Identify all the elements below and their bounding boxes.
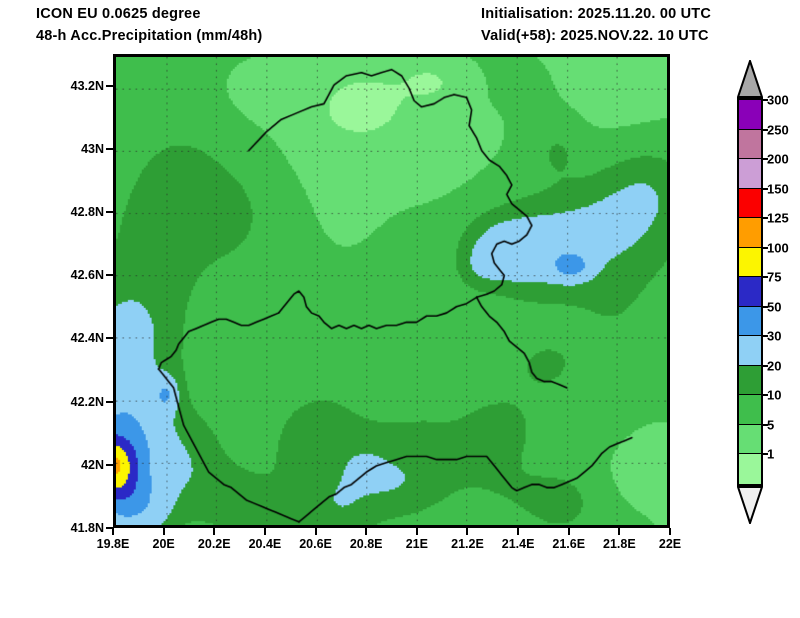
longitude-tick-mark	[314, 528, 317, 535]
colorbar-tick-label: 200	[767, 151, 789, 167]
colorbar-band	[739, 277, 761, 307]
longitude-tick-mark	[162, 528, 165, 535]
longitude-tick-mark	[112, 528, 114, 535]
colorbar-tick-mark	[763, 364, 768, 367]
header-initialisation-line: Initialisation: 2025.11.20. 00 UTC	[481, 6, 712, 22]
header-model-line: ICON EU 0.0625 degree	[36, 6, 201, 22]
longitude-tick-label: 22E	[658, 537, 682, 551]
longitude-tick-mark	[567, 528, 570, 535]
longitude-tick-label: 20.2E	[197, 537, 231, 551]
latitude-tick-mark	[106, 211, 113, 213]
colorbar-tick-mark	[763, 187, 768, 190]
longitude-tick-label: 20.8E	[349, 537, 383, 551]
colorbar-tick-mark	[763, 99, 768, 101]
colorbar-tick-label: 100	[767, 240, 789, 256]
colorbar-band	[739, 424, 761, 455]
latitude-tick-label: 42N	[81, 457, 104, 472]
colorbar-tick-mark	[763, 246, 768, 249]
latitude-tick-mark	[106, 84, 113, 87]
latitude-tick-label: 41.8N	[70, 521, 104, 535]
colorbar-tick-mark	[763, 305, 768, 308]
colorbar-bands	[737, 98, 763, 486]
precipitation-field-canvas	[116, 57, 667, 525]
colorbar-tick-label: 50	[767, 299, 782, 315]
colorbar-tick-mark	[763, 453, 768, 456]
longitude-tick-mark	[618, 528, 621, 535]
colorbar-tick-mark	[763, 335, 768, 338]
colorbar-band	[739, 188, 761, 219]
header: ICON EU 0.0625 degree 48-h Acc.Precipita…	[0, 0, 800, 50]
longitude-tick-mark	[263, 528, 266, 535]
longitude-tick-label: 21.4E	[501, 537, 535, 551]
colorbar-above-max-arrow-icon	[737, 60, 763, 98]
colorbar-band	[739, 218, 761, 248]
latitude-tick-mark	[106, 463, 113, 466]
colorbar-below-min-arrow-icon	[737, 486, 763, 524]
longitude-tick-mark	[365, 528, 368, 535]
colorbar-band	[739, 365, 761, 396]
longitude-tick-label: 20E	[152, 537, 175, 551]
colorbar-band	[739, 306, 761, 337]
header-field-line: 48-h Acc.Precipitation (mm/48h)	[36, 28, 263, 44]
latitude-tick-mark	[106, 274, 113, 277]
latitude-tick-mark	[106, 147, 113, 150]
colorbar-tick-mark	[763, 158, 768, 161]
colorbar-tick-label: 1	[767, 446, 775, 462]
longitude-tick-mark	[669, 528, 671, 535]
longitude-tick-mark	[517, 528, 520, 535]
colorbar-tick-label: 20	[767, 358, 782, 374]
colorbar-band	[739, 395, 761, 425]
longitude-tick-label: 21E	[405, 537, 428, 551]
latitude-tick-label: 42.4N	[70, 331, 104, 346]
colorbar-band	[739, 100, 761, 130]
longitude-tick-label: 20.6E	[299, 537, 332, 551]
colorbar-band	[739, 454, 761, 484]
longitude-tick-mark	[213, 528, 216, 535]
latitude-tick-label: 43N	[81, 141, 104, 156]
colorbar-tick-label: 125	[767, 210, 789, 226]
longitude-tick-label: 21.2E	[451, 537, 484, 551]
colorbar-tick-label: 75	[767, 269, 782, 285]
latitude-tick-label: 42.6N	[70, 268, 104, 283]
colorbar-tick-mark	[763, 128, 768, 131]
longitude-tick-label: 21.8E	[603, 537, 636, 551]
colorbar-band	[739, 247, 761, 278]
precipitation-map-plot	[113, 54, 670, 528]
colorbar-tick-label: 30	[767, 328, 782, 344]
longitude-tick-label: 21.6E	[552, 537, 586, 551]
colorbar-tick-label: 10	[767, 387, 782, 403]
colorbar-tick-label: 150	[767, 181, 789, 197]
colorbar-tick-label: 300	[767, 92, 789, 108]
colorbar-tick-label: 5	[767, 417, 775, 433]
latitude-tick-label: 43.2N	[70, 78, 104, 93]
longitude-tick-label: 19.8E	[96, 537, 130, 551]
latitude-tick-mark	[106, 400, 113, 403]
longitude-tick-label: 20.4E	[248, 537, 282, 551]
latitude-tick-label: 42.8N	[70, 205, 104, 219]
colorbar-legend: 300 250 200 150 125 100 75 50 30 20 10 5 1	[737, 60, 789, 524]
colorbar-tick-mark	[763, 394, 768, 397]
colorbar-tick-label: 250	[767, 122, 789, 138]
colorbar-band	[739, 129, 761, 160]
colorbar-tick-mark	[763, 217, 768, 220]
longitude-tick-mark	[415, 528, 418, 535]
colorbar-tick-mark	[763, 423, 768, 426]
header-valid-line: Valid(+58): 2025.NOV.22. 10 UTC	[481, 28, 709, 44]
colorbar-tick-mark	[763, 276, 768, 279]
longitude-tick-mark	[466, 528, 469, 535]
latitude-tick-mark	[106, 527, 113, 529]
latitude-tick-mark	[106, 337, 113, 340]
latitude-tick-label: 42.2N	[70, 394, 104, 409]
colorbar-band	[739, 336, 761, 366]
colorbar-band	[739, 159, 761, 189]
